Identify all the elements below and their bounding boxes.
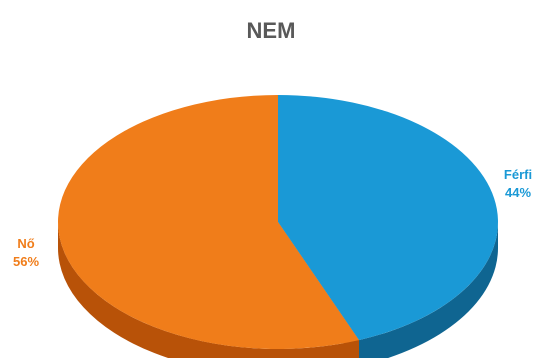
slice-label-no-percent: 56% — [12, 254, 40, 269]
slice-label-no-name: Nő — [17, 236, 35, 251]
slice-side-1 — [58, 222, 359, 358]
slice-label-ferfi: Férfi 44% — [494, 166, 542, 202]
slice-side-0 — [358, 222, 498, 358]
slice-label-ferfi-name: Férfi — [503, 167, 533, 182]
slice-tops — [57, 95, 498, 349]
chart-title: NEM — [246, 18, 296, 43]
slice-nő — [57, 95, 359, 349]
slice-label-ferfi-percent: 44% — [504, 185, 532, 200]
slice-férfi — [278, 95, 498, 341]
slice-label-no: Nő 56% — [4, 235, 48, 271]
